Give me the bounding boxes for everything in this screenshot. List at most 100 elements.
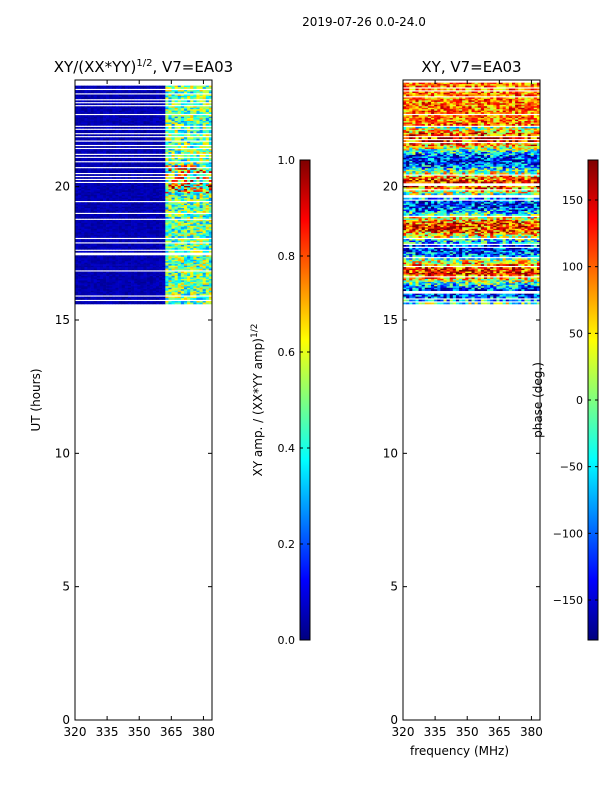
heatmap-cell bbox=[149, 281, 154, 284]
heatmap-cell bbox=[127, 227, 132, 230]
heatmap-cell bbox=[140, 275, 144, 278]
heatmap-cell bbox=[127, 244, 132, 247]
heatmap-cell bbox=[106, 278, 110, 281]
heatmap-cell bbox=[84, 224, 88, 227]
heatmap-cell bbox=[155, 122, 160, 125]
heatmap-cell bbox=[121, 171, 126, 173]
heatmap-cell bbox=[81, 87, 85, 89]
heatmap-cell bbox=[87, 215, 91, 218]
heatmap-cell bbox=[196, 236, 200, 238]
heatmap-cell bbox=[187, 208, 191, 210]
heatmap-cell bbox=[177, 95, 182, 98]
heatmap-cell bbox=[171, 109, 175, 112]
heatmap-cell bbox=[183, 106, 188, 109]
heatmap-cell bbox=[180, 115, 185, 117]
heatmap-cell bbox=[183, 196, 188, 199]
heatmap-cell bbox=[174, 292, 179, 294]
heatmap-cell bbox=[121, 293, 126, 296]
heatmap-cell bbox=[103, 255, 107, 258]
heatmap-cell bbox=[75, 255, 79, 258]
heatmap-cell bbox=[205, 123, 210, 126]
heatmap-cell bbox=[183, 107, 188, 110]
heatmap-cell bbox=[87, 152, 91, 154]
heatmap-cell bbox=[118, 209, 122, 212]
heatmap-cell bbox=[81, 239, 85, 241]
heatmap-cell bbox=[124, 215, 129, 218]
heatmap-cell bbox=[112, 274, 116, 277]
heatmap-cell bbox=[87, 234, 91, 237]
heatmap-cell bbox=[143, 209, 147, 212]
heatmap-cell bbox=[81, 146, 85, 148]
heatmap-cell bbox=[112, 134, 116, 137]
heatmap-cell bbox=[137, 273, 141, 275]
heatmap-cell bbox=[205, 146, 210, 148]
heatmap-cell bbox=[168, 95, 172, 98]
heatmap-cell bbox=[90, 264, 94, 266]
heatmap-cell bbox=[196, 206, 200, 209]
heatmap-cell bbox=[168, 141, 172, 144]
heatmap-cell bbox=[118, 231, 122, 234]
heatmap-cell bbox=[208, 115, 213, 117]
heatmap-cell bbox=[180, 231, 185, 234]
heatmap-cell bbox=[171, 224, 175, 227]
heatmap-cell bbox=[152, 154, 157, 157]
heatmap-cell bbox=[87, 219, 91, 222]
heatmap-cell bbox=[137, 126, 141, 129]
heatmap-cell bbox=[127, 278, 132, 281]
heatmap-cell bbox=[124, 149, 129, 151]
heatmap-cell bbox=[93, 150, 98, 153]
heatmap-cell bbox=[124, 184, 129, 187]
heatmap-cell bbox=[193, 121, 197, 123]
heatmap-cell bbox=[78, 174, 82, 176]
heatmap-cell bbox=[193, 119, 197, 122]
heatmap-cell bbox=[152, 177, 157, 179]
heatmap-cell bbox=[205, 90, 210, 92]
heatmap-cell bbox=[131, 188, 135, 191]
heatmap-cell bbox=[152, 267, 157, 269]
heatmap-cell bbox=[131, 187, 135, 190]
heatmap-cell bbox=[187, 281, 191, 284]
heatmap-cell bbox=[90, 106, 94, 109]
heatmap-cell bbox=[202, 246, 207, 249]
heatmap-cell bbox=[131, 284, 135, 287]
heatmap-cell bbox=[81, 278, 85, 281]
heatmap-cell bbox=[152, 208, 157, 210]
heatmap-cell bbox=[90, 286, 94, 289]
heatmap-cell bbox=[96, 197, 101, 200]
heatmap-cell bbox=[84, 87, 88, 89]
heatmap-cell bbox=[202, 196, 207, 199]
heatmap-cell bbox=[134, 90, 138, 92]
heatmap-cell bbox=[165, 292, 169, 294]
heatmap-cell bbox=[127, 100, 132, 103]
heatmap-cell bbox=[149, 152, 154, 154]
heatmap-cell bbox=[112, 168, 116, 171]
heatmap-cell bbox=[202, 205, 207, 207]
heatmap-cell bbox=[81, 95, 85, 98]
heatmap-cell bbox=[96, 224, 101, 227]
heatmap-cell bbox=[121, 236, 126, 238]
heatmap-cell bbox=[183, 180, 188, 182]
heatmap-cell bbox=[155, 264, 160, 266]
heatmap-cell bbox=[106, 119, 110, 122]
heatmap-cell bbox=[140, 138, 144, 141]
heatmap-cell bbox=[124, 118, 129, 120]
heatmap-cell bbox=[205, 177, 210, 179]
heatmap-cell bbox=[103, 87, 107, 89]
heatmap-cell bbox=[199, 286, 203, 289]
heatmap-cell bbox=[190, 199, 194, 202]
heatmap-cell bbox=[115, 233, 119, 235]
heatmap-cell bbox=[112, 224, 116, 227]
heatmap-cell bbox=[124, 206, 129, 209]
heatmap-cell bbox=[93, 215, 98, 218]
heatmap-cell bbox=[140, 262, 144, 265]
heatmap-cell bbox=[87, 233, 91, 235]
heatmap-cell bbox=[81, 121, 85, 123]
heatmap-cell bbox=[137, 85, 141, 88]
heatmap-cell bbox=[75, 146, 79, 148]
heatmap-cell bbox=[103, 281, 107, 284]
heatmap-cell bbox=[109, 163, 113, 166]
heatmap-cell bbox=[103, 224, 107, 227]
heatmap-cell bbox=[159, 87, 163, 89]
heatmap-cell bbox=[127, 143, 132, 145]
heatmap-cell bbox=[159, 152, 163, 154]
